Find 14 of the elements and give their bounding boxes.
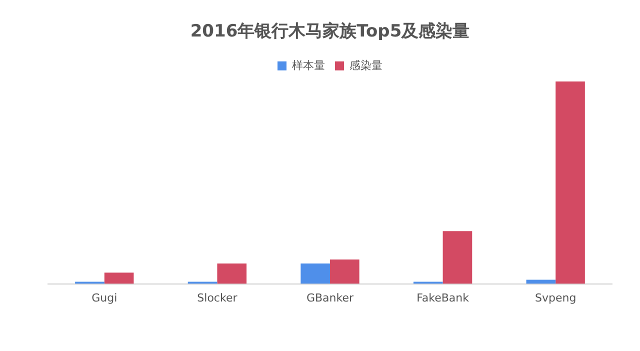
bar xyxy=(442,231,472,284)
bar xyxy=(300,264,330,284)
bar xyxy=(556,81,585,284)
chart-title: 2016年银行木马家族Top5及感染量 xyxy=(190,22,470,42)
legend-label: 样本量 xyxy=(292,58,325,72)
bar xyxy=(104,272,134,284)
x-tick-label: Gugi xyxy=(92,291,118,304)
bar xyxy=(330,260,360,284)
x-tick-label: GBanker xyxy=(306,291,354,304)
x-tick-label: FakeBank xyxy=(416,291,470,304)
x-tick-label: Svpeng xyxy=(535,291,576,304)
bar xyxy=(217,264,247,284)
x-tick-label: Slocker xyxy=(197,291,238,304)
legend-label: 感染量 xyxy=(350,58,382,72)
